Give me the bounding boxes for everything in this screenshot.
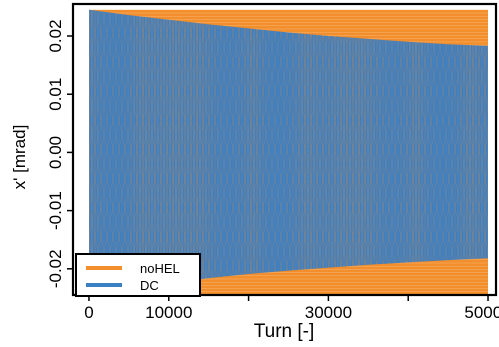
legend-label-dc: DC (140, 278, 159, 293)
y-axis-label: x' [mrad] (10, 125, 29, 190)
x-axis: 0 10000 30000 50000 (84, 295, 499, 322)
y-axis: -0.02 -0.01 0.00 0.01 0.02 (46, 19, 73, 288)
y-tick-label: 0.02 (46, 19, 65, 52)
x-tick-label: 0 (84, 303, 93, 322)
x-tick-label: 30000 (305, 303, 352, 322)
series-dc-band (89, 9, 488, 295)
legend-label-nohel: noHEL (140, 261, 180, 276)
plot-frame (71, 2, 498, 297)
x-tick-label: 10000 (145, 303, 192, 322)
y-tick-label: 0.00 (46, 136, 65, 169)
y-tick-label: 0.01 (46, 78, 65, 111)
legend: noHEL DC (75, 253, 201, 297)
y-tick-label: -0.01 (46, 191, 65, 230)
x-tick-label: 50000 (464, 303, 499, 322)
x-axis-label: Turn [-] (254, 321, 315, 342)
plot-area (88, 9, 489, 295)
series-dc-texture (89, 9, 488, 295)
legend-box (75, 253, 201, 297)
y-tick-label: -0.02 (46, 249, 65, 288)
